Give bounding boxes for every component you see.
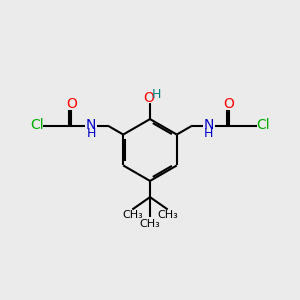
- Text: CH₃: CH₃: [157, 210, 178, 220]
- Text: O: O: [66, 97, 77, 111]
- Text: O: O: [143, 91, 154, 105]
- Text: H: H: [152, 88, 161, 101]
- Text: O: O: [223, 97, 234, 111]
- Text: Cl: Cl: [30, 118, 43, 132]
- Text: CH₃: CH₃: [122, 210, 143, 220]
- Text: Cl: Cl: [256, 118, 270, 132]
- Text: N: N: [204, 118, 214, 132]
- Text: CH₃: CH₃: [140, 219, 160, 229]
- Text: N: N: [86, 118, 96, 132]
- Text: H: H: [86, 128, 96, 140]
- Text: H: H: [204, 128, 214, 140]
